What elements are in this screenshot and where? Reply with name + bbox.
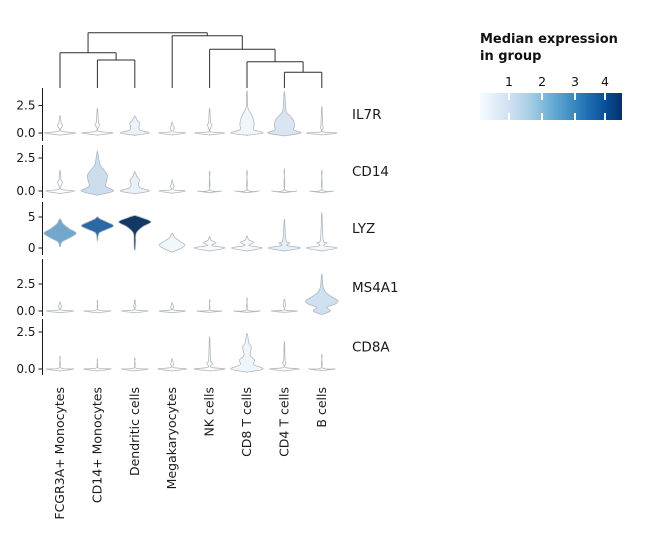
colorbar-tick-label: 3 (571, 73, 579, 89)
x-tick-label: NK cells (202, 387, 217, 437)
violin-cd14-fcgr3a-monocytes (45, 169, 75, 195)
violin-ms4a1-cd8-t-cells (233, 297, 261, 313)
violin-cd8a-cd14-monocytes (83, 358, 112, 372)
y-tick-label: 0 (28, 241, 36, 255)
x-tick-label: CD4 T cells (276, 387, 291, 457)
violin-ms4a1-megakaryocytes (158, 302, 186, 314)
violin-il7r-cd8-t-cells (230, 90, 264, 136)
x-tick-label: B cells (314, 387, 329, 428)
colorbar-tick-dash (541, 112, 544, 120)
y-tick-label: 2.5 (16, 277, 35, 291)
violin-row-cd14: 0.0 2.5 CD14 (16, 145, 389, 198)
gene-label: LYZ (352, 221, 375, 237)
colorbar-tick-dash (573, 112, 576, 120)
y-tick-label: 2.5 (16, 99, 35, 113)
violin-cd8a-nk-cells (193, 336, 226, 372)
legend-title: Median expression in group (480, 32, 618, 64)
dendrogram (59, 32, 323, 88)
violin-ms4a1-fcgr3a-monocytes (45, 301, 75, 314)
violin-ms4a1-dendritic-cells (120, 299, 149, 314)
violin-lyz-megakaryocytes (158, 232, 186, 253)
x-axis-labels: FCGR3A+ Monocytes CD14+ Monocytes Dendriti… (52, 387, 329, 520)
colorbar-tick-label: 1 (504, 73, 513, 89)
y-tick-label: 2.5 (16, 325, 35, 339)
gene-label: CD14 (352, 164, 389, 180)
violin-lyz-fcgr3a-monocytes (43, 218, 77, 248)
violin-lyz-dendritic-cells (118, 215, 152, 251)
colorbar-tick-dash (541, 92, 544, 100)
x-tick-label: CD14+ Monocytes (89, 387, 104, 503)
violin-lyz-cd4-t-cells (267, 218, 301, 252)
colorbar-tick-label: 2 (538, 73, 547, 89)
colorbar-tick-dash (507, 92, 510, 100)
gene-label: CD8A (352, 340, 390, 356)
colorbar-tick-labels: 1 2 3 4 (480, 74, 622, 90)
violin-ms4a1-b-cells (305, 273, 339, 316)
x-tick-label: FCGR3A+ Monocytes (52, 387, 67, 520)
violin-cd8a-cd4-t-cells (268, 341, 300, 372)
violin-cd14-cd14-monocytes (80, 150, 115, 196)
y-tick-label: 0.0 (16, 362, 35, 376)
violin-lyz-cd14-monocytes (80, 216, 114, 242)
violin-cd14-dendritic-cells (119, 170, 150, 195)
violin-cd8a-b-cells (308, 353, 336, 372)
violin-row-il7r: 0.0 2.5 IL7R (16, 88, 381, 141)
violin-il7r-cd14-monocytes (81, 108, 114, 136)
y-tick-label: 0.0 (16, 184, 35, 198)
violin-cd14-cd8-t-cells (234, 169, 260, 194)
y-tick-label: 5 (28, 210, 36, 224)
violin-cd14-nk-cells (196, 170, 223, 194)
violin-il7r-cd4-t-cells (267, 90, 302, 137)
violin-cd8a-megakaryocytes (157, 358, 188, 372)
y-tick-label: 2.5 (16, 151, 35, 165)
violin-cd8a-cd8-t-cells (230, 332, 264, 373)
violin-lyz-b-cells (306, 211, 338, 252)
colorbar-tick-dash (507, 112, 510, 120)
violin-lyz-cd8-t-cells (231, 235, 263, 252)
violin-ms4a1-cd4-t-cells (270, 298, 299, 313)
colorbar-tick-dash (603, 112, 606, 120)
colorbar-tick-label: 4 (600, 73, 609, 89)
colorbar-gradient (480, 92, 622, 120)
x-tick-label: CD8 T cells (239, 387, 254, 457)
violin-cd14-b-cells (309, 169, 335, 194)
violin-il7r-dendritic-cells (119, 115, 150, 136)
violin-il7r-b-cells (306, 106, 338, 136)
colorbar-legend: Median expression in group 1 2 3 4 (480, 32, 640, 120)
colorbar-tick-dash (603, 92, 606, 100)
violin-row-cd8a: 0.0 2.5 CD8A (16, 319, 390, 376)
x-tick-label: Dendritic cells (127, 387, 142, 476)
violin-cd8a-fcgr3a-monocytes (45, 355, 75, 372)
colorbar-tick-dash (573, 92, 576, 100)
x-tick-label: Megakaryocytes (164, 387, 179, 489)
violin-il7r-fcgr3a-monocytes (43, 115, 77, 136)
violin-ms4a1-cd14-monocytes (83, 299, 112, 314)
violin-il7r-nk-cells (194, 107, 226, 136)
violin-lyz-nk-cells (193, 236, 226, 252)
y-tick-label: 0.0 (16, 126, 35, 140)
y-tick-label: 0.0 (16, 304, 35, 318)
violin-row-ms4a1: 0.0 2.5 MS4A1 (16, 259, 399, 318)
violin-ms4a1-nk-cells (196, 299, 223, 313)
gene-label: IL7R (352, 107, 381, 123)
violin-il7r-megakaryocytes (158, 121, 187, 136)
gene-label: MS4A1 (352, 280, 399, 296)
violin-cd14-cd4-t-cells (271, 168, 298, 194)
violin-cd14-megakaryocytes (158, 179, 186, 194)
violin-cd8a-dendritic-cells (120, 357, 149, 372)
violin-row-lyz: 0 5 LYZ (28, 202, 375, 255)
